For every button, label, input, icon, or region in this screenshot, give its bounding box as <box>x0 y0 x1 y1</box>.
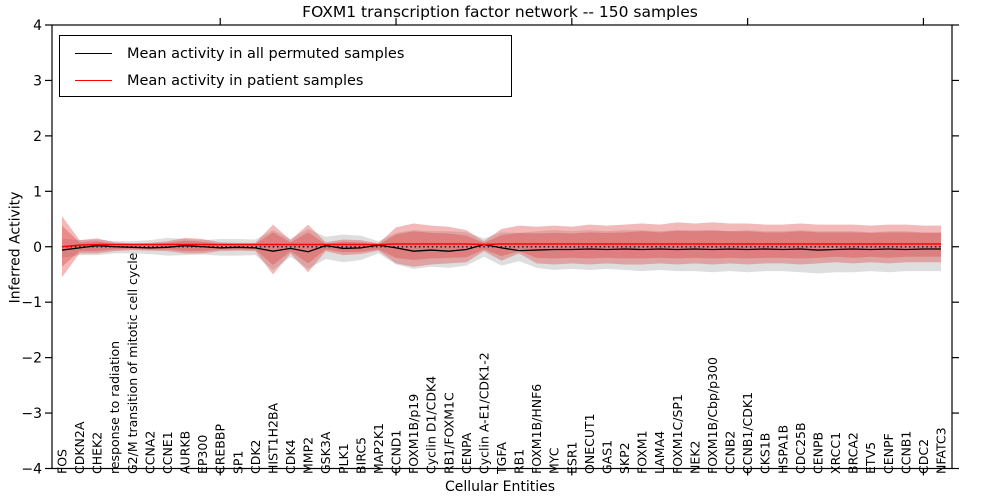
y-tick-label: 0 <box>33 240 42 256</box>
x-category-label: CKS1B <box>758 433 773 474</box>
y-tick-label: −1 <box>21 295 42 311</box>
x-category-label: MYC <box>547 447 562 474</box>
x-category-label: CDK4 <box>283 439 298 474</box>
x-category-label: GSK3A <box>318 431 333 474</box>
x-category-label: HSPA1B <box>775 425 790 474</box>
x-category-label: CCNB1 <box>898 431 913 474</box>
x-category-label: CDC25B <box>793 422 808 474</box>
x-category-label: RB1 <box>512 449 527 474</box>
legend-item-permuted: Mean activity in all permuted samples <box>60 40 511 67</box>
x-category-label: BRCA2 <box>846 432 861 474</box>
x-category-label: LAMA4 <box>652 431 667 474</box>
x-category-label: RB1/FOXM1C <box>441 392 456 474</box>
x-category-label: ETV5 <box>863 442 878 474</box>
y-tick-label: −4 <box>21 462 42 478</box>
x-category-label: EP300 <box>195 435 210 474</box>
x-category-label: FOXM1B/p19 <box>406 394 421 474</box>
permuted-samples-activity-range-band <box>62 229 941 274</box>
x-category-label: AURKB <box>178 431 193 474</box>
x-category-label: TGFA <box>494 442 509 475</box>
x-category-label: CENPA <box>459 432 474 474</box>
legend-item-patient: Mean activity in patient samples <box>60 67 511 94</box>
legend-label-patient: Mean activity in patient samples <box>127 72 364 89</box>
y-tick-label: 2 <box>33 129 42 145</box>
patient-line-swatch <box>75 80 112 81</box>
x-category-label: FOXM1 <box>635 430 650 474</box>
y-tick-label: 4 <box>33 18 42 34</box>
x-category-label: CHEK2 <box>90 432 105 474</box>
x-category-label: G2/M transition of mitotic cell cycle <box>125 252 140 474</box>
x-category-label: Cyclin D1/CDK4 <box>424 376 439 474</box>
x-category-label: ONECUT1 <box>582 413 597 474</box>
legend: Mean activity in all permuted samples Me… <box>59 35 512 97</box>
mean-activity-in-all-permuted-samples-line <box>61 243 941 253</box>
x-category-label: FOXM1C/SP1 <box>670 394 685 474</box>
x-category-label: CDC2 <box>916 439 931 474</box>
y-axis-label: Inferred Activity <box>7 191 24 304</box>
y-tick-label: 1 <box>33 184 42 200</box>
x-category-label: CDK2 <box>248 439 263 474</box>
x-category-label: FOXM1B/Cbp/p300 <box>705 357 720 474</box>
x-category-label: PLK1 <box>336 443 351 474</box>
x-category-label: CENPF <box>881 433 896 474</box>
x-category-label: FOXM1B/HNF6 <box>529 384 544 474</box>
x-category-label: CENPB <box>810 432 825 474</box>
x-category-label: FOS <box>55 449 70 474</box>
x-category-label: CCNB2 <box>723 431 738 474</box>
chart-title: FOXM1 transcription factor network -- 15… <box>302 3 698 21</box>
x-category-label: response to radiation <box>107 341 122 474</box>
x-category-label: CCNE1 <box>160 431 175 474</box>
x-category-label: Cyclin A-E1/CDK1-2 <box>476 352 491 474</box>
y-tick-label: 3 <box>33 73 42 89</box>
x-category-label: MMP2 <box>301 437 316 474</box>
x-category-label: CCNB1/CDK1 <box>740 392 755 474</box>
permuted-line-swatch <box>75 53 112 54</box>
y-tick-label: −3 <box>21 406 42 422</box>
mean-activity-in-patient-samples-line <box>61 243 941 248</box>
x-category-label: CREBBP <box>213 424 228 474</box>
x-category-label: XRCC1 <box>828 432 843 474</box>
x-category-label: GAS1 <box>599 440 614 474</box>
x-axis-label: Cellular Entities <box>444 479 556 495</box>
x-category-label: HIST1H2BA <box>265 402 280 474</box>
x-category-label: CCNA2 <box>142 431 157 474</box>
x-category-label: BIRC5 <box>353 437 368 474</box>
x-category-label: NEK2 <box>687 441 702 474</box>
x-category-label: NFATC3 <box>934 427 949 474</box>
y-tick-label: −2 <box>21 351 42 367</box>
x-category-label: SP1 <box>230 451 245 474</box>
x-category-label: CCND1 <box>389 430 404 474</box>
x-category-label: SKP2 <box>617 442 632 474</box>
x-category-label: ESR1 <box>564 442 579 474</box>
x-category-label: CDKN2A <box>72 421 87 474</box>
x-category-label: MAP2K1 <box>371 423 386 474</box>
legend-label-permuted: Mean activity in all permuted samples <box>127 45 405 62</box>
